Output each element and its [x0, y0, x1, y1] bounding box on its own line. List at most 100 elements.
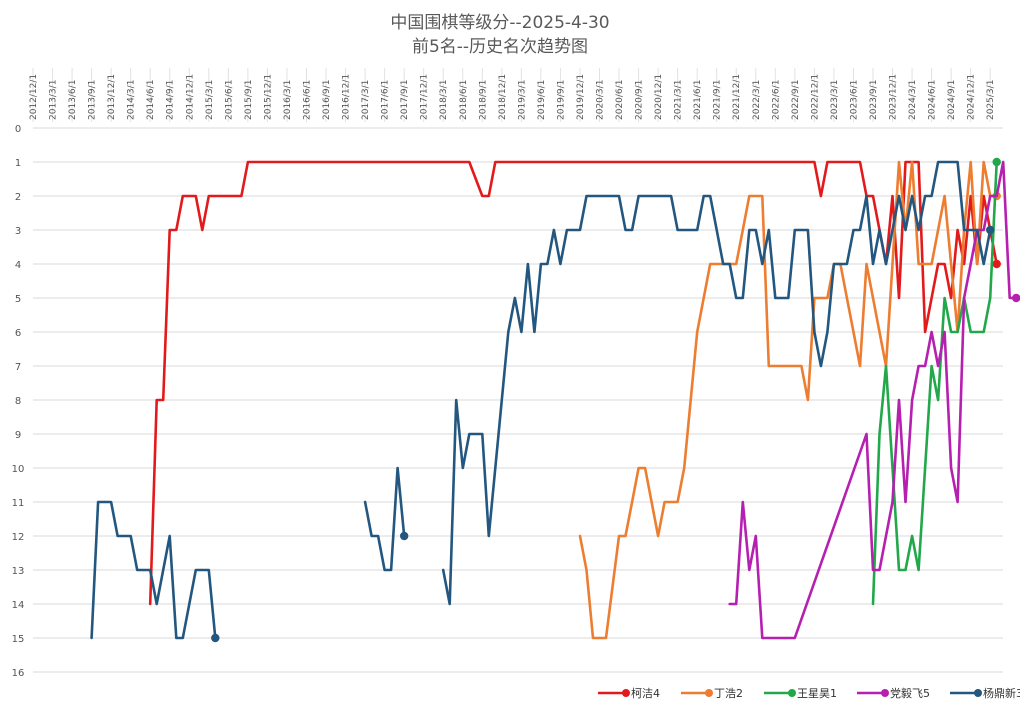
x-tick-label: 2023/12/1 [889, 74, 899, 120]
legend-label: 丁浩2 [714, 687, 743, 700]
x-tick-label: 2013/6/1 [68, 80, 78, 120]
x-tick-label: 2020/12/1 [654, 74, 664, 120]
chart-title-line2: 前5名--历史名次趋势图 [412, 37, 588, 57]
x-tick-label: 2013/9/1 [88, 80, 98, 120]
x-tick-label: 2024/9/1 [947, 80, 957, 120]
legend-label: 王星昊1 [797, 687, 837, 700]
x-tick-label: 2015/3/1 [205, 80, 215, 120]
x-tick-label: 2019/3/1 [517, 80, 527, 120]
x-tick-label: 2025/3/1 [986, 80, 996, 120]
legend-item: 王星昊1 [764, 687, 837, 700]
series-杨鼎新3 [90, 160, 995, 643]
legend-swatch-marker [705, 689, 713, 697]
legend-swatch-marker [788, 689, 796, 697]
x-tick-label: 2020/9/1 [635, 80, 645, 120]
x-tick-label: 2017/3/1 [361, 80, 371, 120]
x-tick-label: 2014/6/1 [146, 80, 156, 120]
x-tick-label: 2022/9/1 [791, 80, 801, 120]
y-tick-label: 13 [12, 566, 25, 577]
x-tick-label: 2024/6/1 [928, 80, 938, 120]
legend-label: 柯洁4 [631, 687, 660, 700]
y-tick-label: 2 [15, 192, 21, 203]
y-tick-label: 14 [12, 600, 25, 611]
y-tick-label: 12 [12, 532, 25, 543]
y-tick-label: 6 [15, 328, 21, 339]
x-tick-label: 2013/3/1 [49, 80, 59, 120]
legend-item: 柯洁4 [598, 687, 660, 700]
series-end-marker [986, 225, 995, 235]
y-tick-label: 5 [15, 294, 21, 305]
series-line [363, 466, 406, 572]
x-tick-label: 2016/3/1 [283, 80, 293, 120]
legend-swatch-marker [974, 689, 982, 697]
chart-title-line1: 中国围棋等级分--2025-4-30 [390, 13, 609, 33]
series-lines [90, 157, 1020, 643]
x-tick-label: 2012/12/1 [29, 74, 39, 120]
x-tick-label: 2019/6/1 [537, 80, 547, 120]
x-tick-label: 2018/6/1 [459, 80, 469, 120]
y-tick-label: 7 [15, 362, 21, 373]
x-tick-label: 2019/12/1 [576, 74, 586, 120]
x-tick-label: 2023/6/1 [849, 80, 859, 120]
series-end-marker [211, 633, 220, 643]
series-end-marker [992, 157, 1001, 167]
legend-item: 杨鼎新3 [950, 686, 1020, 700]
legend: 柯洁4 丁浩2 王星昊1 党毅飞5 杨鼎新3 [598, 686, 1020, 700]
series-end-marker [1012, 293, 1020, 303]
series-end-marker [992, 259, 1001, 269]
y-tick-label: 10 [12, 464, 25, 475]
x-tick-label: 2016/12/1 [342, 74, 352, 120]
x-tick-label: 2023/9/1 [869, 80, 879, 120]
x-tick-label: 2021/3/1 [674, 80, 684, 120]
series-党毅飞5 [728, 160, 1020, 640]
series-line [148, 160, 999, 606]
x-tick-label: 2015/12/1 [263, 74, 273, 120]
x-tick-label: 2021/6/1 [693, 80, 703, 120]
x-tick-label: 2022/12/1 [810, 74, 820, 120]
y-tick-label: 0 [15, 124, 21, 135]
x-tick-label: 2021/9/1 [713, 80, 723, 120]
series-line [441, 160, 992, 606]
y-tick-label: 15 [12, 634, 25, 645]
x-tick-label: 2024/12/1 [967, 74, 977, 120]
series-end-marker [400, 531, 409, 541]
x-tick-label: 2017/12/1 [420, 74, 430, 120]
x-tick-label: 2017/9/1 [400, 80, 410, 120]
legend-label: 党毅飞5 [890, 686, 930, 700]
x-tick-label: 2019/9/1 [556, 80, 566, 120]
y-tick-label: 4 [15, 260, 21, 271]
x-tick-label: 2013/12/1 [107, 74, 117, 120]
x-tick-label: 2016/9/1 [322, 80, 332, 120]
series-line [728, 160, 1018, 640]
legend-item: 党毅飞5 [857, 686, 930, 700]
x-tick-label: 2014/12/1 [185, 74, 195, 120]
legend-swatch-marker [622, 689, 630, 697]
legend-item: 丁浩2 [681, 687, 743, 700]
series-柯洁4 [148, 160, 1001, 606]
y-tick-label: 11 [12, 498, 25, 509]
legend-swatch-marker [881, 689, 889, 697]
x-tick-label: 2018/12/1 [498, 74, 508, 120]
x-tick-label: 2021/12/1 [732, 74, 742, 120]
y-tick-label: 1 [15, 158, 21, 169]
y-tick-label: 3 [15, 226, 21, 237]
x-tick-label: 2016/6/1 [302, 80, 312, 120]
x-tick-label: 2015/6/1 [224, 80, 234, 120]
x-tick-label: 2020/6/1 [615, 80, 625, 120]
y-tick-label: 16 [12, 668, 25, 679]
series-line [578, 160, 999, 640]
x-tick-label: 2017/6/1 [381, 80, 391, 120]
y-tick-label: 9 [15, 430, 21, 441]
x-tick-label: 2024/3/1 [908, 80, 918, 120]
y-tick-label: 8 [15, 396, 21, 407]
x-axis: 2012/12/1 2013/3/1 2013/6/1 2013/9/1 2013/12… [29, 74, 996, 120]
x-tick-label: 2018/3/1 [439, 80, 449, 120]
legend-label: 杨鼎新3 [983, 686, 1020, 700]
x-tick-label: 2018/9/1 [478, 80, 488, 120]
x-tick-label: 2023/3/1 [830, 80, 840, 120]
x-tick-label: 2022/3/1 [752, 80, 762, 120]
x-tick-label: 2022/6/1 [771, 80, 781, 120]
x-tick-label: 2020/3/1 [596, 80, 606, 120]
